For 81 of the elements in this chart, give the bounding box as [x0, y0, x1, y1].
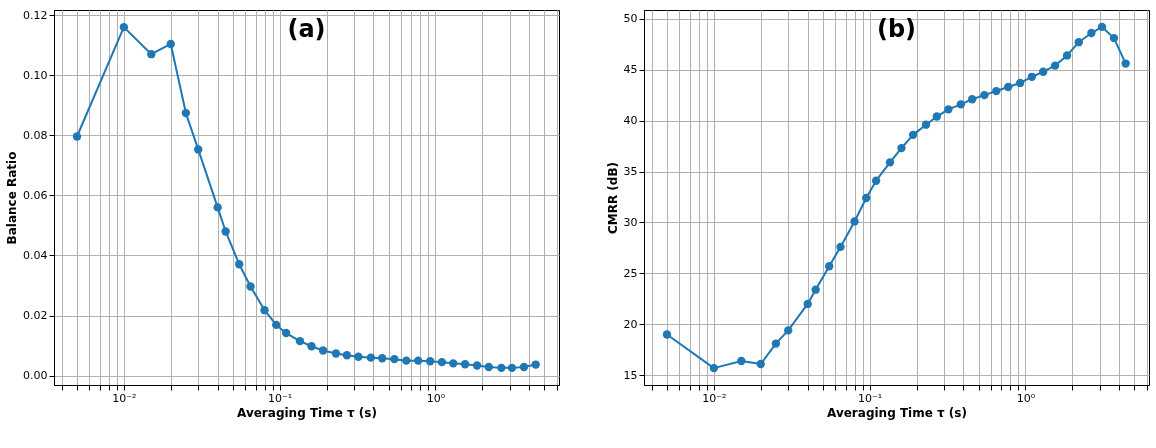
- point: [531, 360, 540, 369]
- point: [825, 262, 834, 271]
- y-tick-label: 30: [623, 215, 638, 229]
- y-tick-label: 0.10: [23, 68, 48, 82]
- point: [235, 260, 244, 269]
- point: [390, 354, 399, 364]
- y-axis-title: Balance Ratio: [5, 151, 20, 245]
- y-tick-label: 0.12: [23, 8, 48, 22]
- point: [331, 349, 341, 358]
- point: [260, 306, 269, 315]
- point: [992, 86, 1001, 96]
- point: [354, 352, 363, 361]
- x-tick-label: 10⁻¹: [268, 391, 293, 405]
- point: [402, 356, 411, 365]
- point: [449, 359, 458, 368]
- point: [921, 120, 931, 129]
- y-tick-label: 20: [623, 317, 638, 331]
- point: [944, 105, 953, 114]
- point: [871, 176, 881, 185]
- point: [272, 320, 281, 330]
- y-axis-title: CMRR (dB): [605, 161, 620, 235]
- x-tick-label: 10⁻¹: [858, 391, 883, 405]
- point: [1074, 38, 1083, 47]
- annotation: (a): [287, 15, 326, 43]
- point: [932, 112, 942, 121]
- x-axis-title: Averaging Time τ (s): [237, 405, 377, 420]
- y-tick-label: 40: [623, 114, 638, 128]
- point: [246, 282, 255, 291]
- point: [980, 90, 989, 100]
- annotation: (b): [876, 15, 917, 43]
- point: [908, 130, 918, 140]
- point: [342, 351, 352, 360]
- y-tick-label: 15: [623, 368, 638, 382]
- point: [850, 217, 859, 226]
- point: [885, 158, 895, 167]
- point: [803, 299, 812, 309]
- point: [1027, 72, 1037, 81]
- y-tick-label: 0.08: [23, 128, 48, 142]
- x-tick-label: 10⁻²: [112, 391, 137, 405]
- y-tick-label: 0.02: [23, 309, 48, 323]
- point: [1050, 61, 1060, 70]
- y-tick-label: 25: [623, 266, 638, 280]
- y-tick-label: 0.06: [23, 188, 48, 202]
- y-tick-label: 45: [623, 63, 638, 77]
- point: [437, 357, 447, 367]
- point: [318, 346, 328, 355]
- point: [377, 354, 387, 363]
- point: [507, 363, 517, 373]
- y-tick-label: 50: [623, 12, 638, 26]
- point: [1087, 28, 1096, 38]
- point: [956, 100, 966, 109]
- point: [281, 328, 291, 338]
- point: [967, 95, 977, 104]
- point: [836, 242, 845, 252]
- point: [460, 360, 470, 369]
- point: [213, 203, 222, 212]
- point: [425, 357, 435, 366]
- y-tick-label: 0.04: [23, 248, 48, 262]
- point: [472, 361, 482, 370]
- point: [484, 362, 493, 372]
- x-tick-label: 10⁰: [426, 391, 446, 405]
- point: [307, 342, 316, 351]
- point: [862, 193, 871, 203]
- point: [1062, 51, 1072, 60]
- point: [1004, 82, 1013, 92]
- point: [1109, 33, 1119, 43]
- point: [519, 362, 529, 372]
- point: [897, 143, 906, 153]
- point: [1015, 78, 1025, 88]
- point: [414, 356, 423, 365]
- point: [497, 363, 506, 373]
- x-tick-label: 10⁻²: [702, 391, 727, 405]
- point: [1097, 22, 1107, 32]
- point: [1039, 67, 1048, 76]
- y-tick-label: 0.00: [23, 369, 48, 383]
- point: [295, 336, 305, 346]
- point: [366, 353, 376, 362]
- x-tick-label: 10⁰: [1016, 391, 1036, 405]
- x-axis-title: Averaging Time τ (s): [827, 405, 967, 420]
- y-tick-label: 35: [623, 165, 638, 179]
- point: [1121, 59, 1130, 68]
